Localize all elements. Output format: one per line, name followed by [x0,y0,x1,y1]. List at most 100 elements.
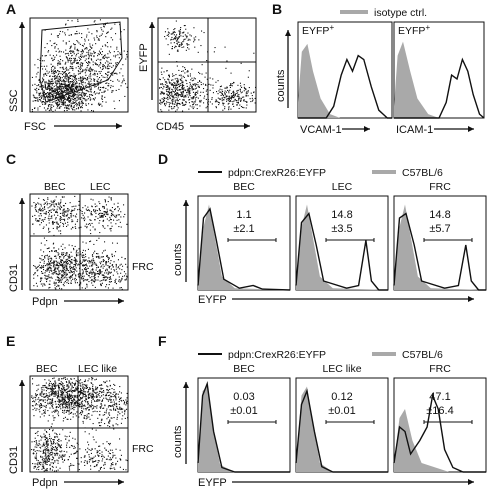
event-dot [94,97,96,99]
event-dot [51,70,53,72]
event-dot [89,388,91,390]
event-dot [62,378,64,380]
event-dot [57,279,59,281]
event-dot [100,272,102,274]
event-dot [98,104,100,106]
event-dot [47,388,49,390]
event-dot [48,458,50,460]
event-dot [181,80,183,82]
event-dot [68,107,70,109]
event-dot [55,211,57,213]
event-dot [71,91,73,93]
event-dot [189,39,191,41]
event-dot [75,387,77,389]
event-dot [229,89,231,91]
event-dot [70,388,72,390]
event-dot [73,51,75,53]
event-dot [106,385,108,387]
event-dot [81,104,83,106]
event-dot [49,454,51,456]
event-dot [63,282,65,284]
event-dot [84,385,86,387]
event-dot [79,43,81,45]
event-dot [106,213,108,215]
event-dot [75,67,77,69]
event-dot [126,51,128,53]
event-dot [92,423,94,425]
event-dot [89,241,91,243]
event-dot [96,396,98,398]
event-dot [51,104,53,106]
event-dot [50,63,52,65]
event-dot [176,102,178,104]
event-dot [67,459,69,461]
event-dot [57,64,59,66]
event-dot [38,220,40,222]
event-dot [178,83,180,85]
event-dot [179,28,181,30]
event-dot [59,97,61,99]
event-dot [44,284,46,286]
event-dot [44,217,46,219]
event-dot [189,82,191,84]
event-dot [175,101,177,103]
event-dot [245,107,247,109]
event-dot [233,105,235,107]
event-dot [64,277,66,279]
event-dot [85,242,87,244]
event-dot [174,103,176,105]
event-dot [104,199,106,201]
event-dot [82,422,84,424]
event-dot [66,258,68,260]
event-dot [245,88,247,90]
event-dot [42,462,44,464]
event-dot [176,83,178,85]
event-dot [53,71,55,73]
event-dot [69,397,71,399]
event-dot [116,215,118,217]
event-dot [56,54,58,56]
event-dot [101,271,103,273]
event-dot [82,270,84,272]
event-dot [40,278,42,280]
event-dot [167,78,169,80]
event-dot [96,205,98,207]
event-dot [53,205,55,207]
event-dot [64,89,66,91]
event-dot [39,392,41,394]
event-dot [120,407,122,409]
event-dot [53,263,55,265]
event-dot [176,61,178,63]
event-dot [80,406,82,408]
event-dot [113,409,115,411]
event-dot [107,65,109,67]
event-dot [82,265,84,267]
event-dot [173,81,175,83]
event-dot [67,59,69,61]
event-dot [110,228,112,230]
event-dot [120,397,122,399]
event-dot [59,287,61,289]
event-dot [236,101,238,103]
event-dot [119,281,121,283]
event-dot [111,90,113,92]
event-dot [40,455,42,457]
event-dot [34,265,36,267]
event-dot [75,279,77,281]
event-dot [62,392,64,394]
event-dot [107,390,109,392]
event-dot [70,282,72,284]
event-dot [63,274,65,276]
event-dot [40,439,42,441]
event-dot [237,89,239,91]
event-dot [167,88,169,90]
event-dot [110,409,112,411]
event-dot [86,69,88,71]
event-dot [189,73,191,75]
event-dot [166,101,168,103]
event-dot [53,392,55,394]
gate-label-lec-like: LEC like [78,363,117,375]
event-dot [42,96,44,98]
event-dot [197,90,199,92]
